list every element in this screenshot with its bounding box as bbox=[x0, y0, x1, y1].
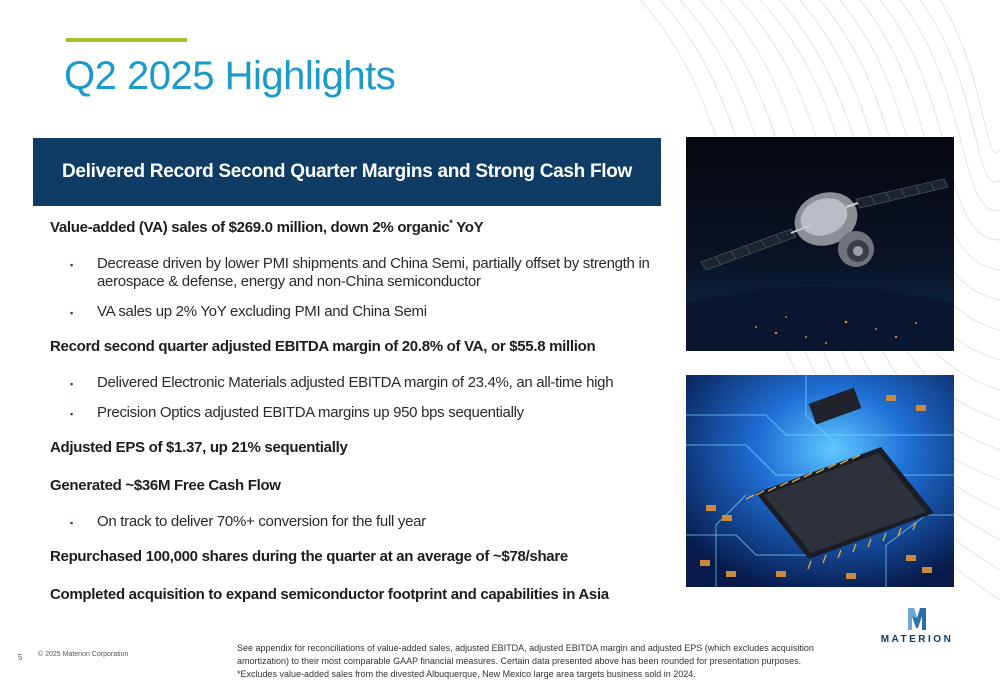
footnote-line: *Excludes value-added sales from the div… bbox=[237, 669, 696, 679]
satellite-image bbox=[686, 137, 954, 351]
highlights-list: Value-added (VA) sales of $269.0 million… bbox=[50, 218, 670, 603]
footnote: See appendix for reconciliations of valu… bbox=[237, 642, 857, 681]
circuit-board-image bbox=[686, 375, 954, 587]
highlight-heading: Record second quarter adjusted EBITDA ma… bbox=[50, 338, 596, 355]
highlight-heading: Value-added (VA) sales of $269.0 million… bbox=[50, 218, 484, 236]
banner-text: Delivered Record Second Quarter Margins … bbox=[61, 161, 633, 182]
materion-logo: MATERION bbox=[872, 606, 962, 650]
highlight-bullet: ▪ Decrease driven by lower PMI shipments … bbox=[70, 255, 650, 290]
highlight-heading: Adjusted EPS of $1.37, up 21% sequential… bbox=[50, 439, 348, 456]
page-number: 5 bbox=[18, 653, 23, 662]
highlight-bullet: ▪ Precision Optics adjusted EBITDA margin… bbox=[70, 404, 524, 421]
copyright-text: © 2025 Materion Corporation bbox=[38, 651, 129, 658]
highlight-heading: Completed acquisition to expand semicond… bbox=[50, 586, 609, 603]
title-accent-bar bbox=[66, 38, 187, 42]
highlight-heading: Generated ~$36M Free Cash Flow bbox=[50, 477, 281, 494]
highlight-bullet: ▪ VA sales up 2% YoY excluding PMI and Ch… bbox=[70, 303, 427, 320]
logo-text: MATERION bbox=[880, 634, 954, 645]
materion-logo-icon bbox=[908, 608, 926, 630]
footnote-line: See appendix for reconciliations of valu… bbox=[237, 643, 814, 666]
highlight-heading: Repurchased 100,000 shares during the qu… bbox=[50, 548, 568, 565]
highlight-banner: Delivered Record Second Quarter Margins … bbox=[33, 138, 661, 206]
highlight-bullet: ▪ On track to deliver 70%+ conversion for… bbox=[70, 513, 426, 530]
slide-title: Q2 2025 Highlights bbox=[64, 54, 396, 98]
highlight-bullet: ▪ Delivered Electronic Materials adjusted… bbox=[70, 374, 614, 391]
